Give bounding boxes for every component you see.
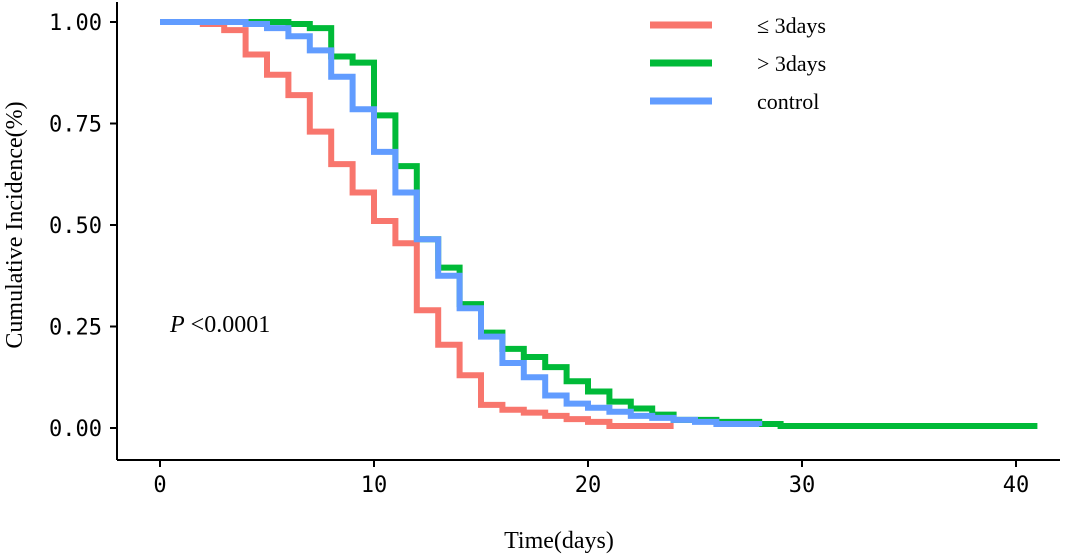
x-axis-label: Time(days) [504, 528, 614, 554]
annotation-p-italic: P [169, 312, 185, 338]
curves [160, 19, 1038, 429]
legend-label: control [757, 89, 819, 114]
x-tick-label: 30 [789, 473, 816, 498]
x-tick-label: 20 [575, 473, 602, 498]
x-tick-label: 10 [361, 473, 388, 498]
legend: ≤ 3days > 3days control [650, 13, 826, 114]
y-tick-label: 1.00 [49, 11, 102, 36]
y-tick-label: 0.50 [49, 214, 102, 239]
y-tick-label: 0.75 [49, 113, 102, 138]
series-line-control [160, 19, 763, 427]
x-tick-label: 0 [153, 473, 166, 498]
annotation-p-text: <0.0001 [185, 312, 271, 338]
axes: 0.00 0.25 0.50 0.75 1.00 0 10 20 30 40 [49, 2, 1060, 498]
series-line-3days [160, 19, 1038, 429]
x-tick-label: 40 [1003, 473, 1030, 498]
y-tick-label: 0.00 [49, 417, 102, 442]
legend-label: ≤ 3days [757, 13, 826, 38]
annotation-p-value: P <0.0001 [169, 312, 270, 338]
legend-label: > 3days [757, 51, 826, 76]
y-axis-label: Cumulative Incidence(%) [2, 101, 28, 348]
y-tick-label: 0.25 [49, 316, 102, 341]
series-line-3days [160, 19, 674, 429]
